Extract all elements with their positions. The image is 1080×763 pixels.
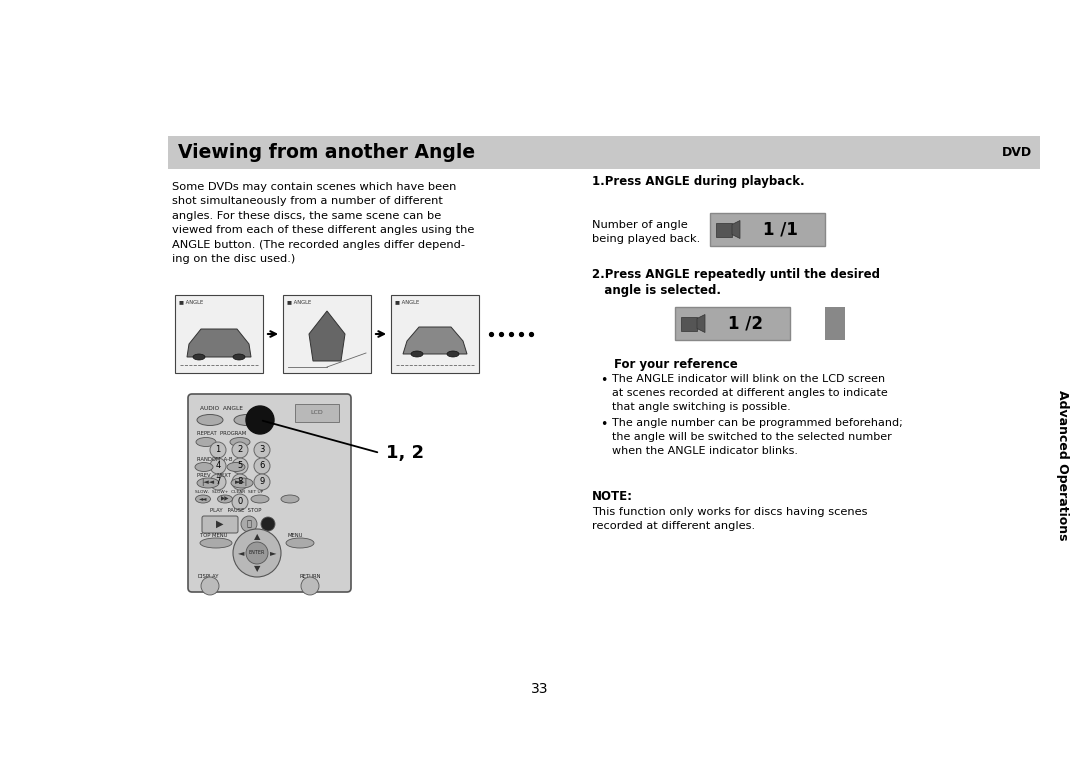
FancyBboxPatch shape: [175, 295, 264, 373]
FancyBboxPatch shape: [716, 223, 732, 237]
Ellipse shape: [195, 495, 211, 503]
Text: 1.Press ANGLE during playback.: 1.Press ANGLE during playback.: [592, 175, 805, 188]
FancyBboxPatch shape: [295, 404, 339, 422]
Polygon shape: [309, 311, 345, 361]
Text: 3: 3: [259, 446, 265, 455]
Text: 33: 33: [531, 682, 549, 696]
Circle shape: [301, 577, 319, 595]
Text: PREV    NEXT: PREV NEXT: [197, 473, 231, 478]
Text: 1, 2: 1, 2: [386, 444, 424, 462]
Text: being played back.: being played back.: [592, 234, 700, 244]
Ellipse shape: [230, 437, 249, 446]
Circle shape: [261, 517, 275, 531]
FancyBboxPatch shape: [675, 307, 789, 340]
Ellipse shape: [233, 354, 245, 360]
FancyBboxPatch shape: [283, 295, 372, 373]
Text: ■ ANGLE: ■ ANGLE: [179, 299, 203, 304]
Text: 1: 1: [215, 446, 220, 455]
Circle shape: [246, 542, 268, 564]
Ellipse shape: [281, 495, 299, 503]
Ellipse shape: [197, 414, 222, 426]
Text: ▶▶: ▶▶: [220, 497, 229, 501]
Text: ■ ANGLE: ■ ANGLE: [287, 299, 311, 304]
Text: Number of angle: Number of angle: [592, 220, 688, 230]
Text: RETURN: RETURN: [299, 574, 321, 579]
Text: Advanced Operations: Advanced Operations: [1055, 390, 1068, 540]
Text: This function only works for discs having scenes
recorded at different angles.: This function only works for discs havin…: [592, 507, 867, 531]
Circle shape: [241, 516, 257, 532]
Text: Some DVDs may contain scenes which have been
shot simultaneously from a number o: Some DVDs may contain scenes which have …: [172, 182, 474, 264]
Ellipse shape: [200, 538, 232, 548]
Text: DVD: DVD: [1002, 146, 1032, 159]
Text: ▼: ▼: [254, 565, 260, 574]
Ellipse shape: [447, 351, 459, 357]
Ellipse shape: [195, 437, 216, 446]
FancyBboxPatch shape: [202, 516, 238, 533]
Circle shape: [254, 458, 270, 474]
Text: For your reference: For your reference: [615, 358, 738, 371]
Text: ◄◄: ◄◄: [199, 497, 207, 501]
Circle shape: [232, 494, 248, 510]
Text: ◄: ◄: [238, 549, 244, 558]
Text: 2.Press ANGLE repeatedly until the desired: 2.Press ANGLE repeatedly until the desir…: [592, 268, 880, 281]
FancyBboxPatch shape: [391, 295, 480, 373]
Text: The angle number can be programmed beforehand;
the angle will be switched to the: The angle number can be programmed befor…: [612, 418, 903, 456]
Ellipse shape: [193, 354, 205, 360]
Text: 4: 4: [215, 462, 220, 471]
Circle shape: [210, 474, 226, 490]
FancyBboxPatch shape: [188, 394, 351, 592]
Text: SLOW-  SLOW+  CLEAR  SET UP: SLOW- SLOW+ CLEAR SET UP: [195, 490, 264, 494]
FancyBboxPatch shape: [681, 317, 697, 330]
Text: •: •: [600, 374, 607, 387]
Polygon shape: [732, 221, 740, 239]
Text: REPEAT  PROGRAM: REPEAT PROGRAM: [197, 431, 246, 436]
Text: 5: 5: [238, 462, 243, 471]
FancyBboxPatch shape: [710, 213, 825, 246]
Text: The ANGLE indicator will blink on the LCD screen
at scenes recorded at different: The ANGLE indicator will blink on the LC…: [612, 374, 888, 412]
Text: 8: 8: [238, 478, 243, 487]
Text: MENU: MENU: [287, 533, 302, 538]
Ellipse shape: [411, 351, 423, 357]
Ellipse shape: [217, 495, 232, 503]
Circle shape: [254, 474, 270, 490]
Circle shape: [232, 474, 248, 490]
Text: 6: 6: [259, 462, 265, 471]
FancyBboxPatch shape: [168, 136, 1040, 169]
Ellipse shape: [195, 462, 213, 472]
Text: |◄◄: |◄◄: [202, 479, 215, 487]
Text: angle is selected.: angle is selected.: [592, 284, 721, 297]
Ellipse shape: [197, 478, 219, 488]
Text: PLAY   PAUSE  STOP: PLAY PAUSE STOP: [210, 508, 261, 513]
Text: 0: 0: [238, 497, 243, 507]
Text: AUDIO  ANGLE: AUDIO ANGLE: [200, 406, 243, 411]
Polygon shape: [403, 327, 467, 354]
Circle shape: [254, 442, 270, 458]
Circle shape: [246, 406, 274, 434]
Text: 1 /1: 1 /1: [762, 221, 797, 239]
Circle shape: [233, 529, 281, 577]
Text: RANDOM  A-B: RANDOM A-B: [197, 457, 232, 462]
Text: ►►|: ►►|: [235, 479, 248, 487]
Text: ▲: ▲: [254, 533, 260, 542]
Circle shape: [210, 442, 226, 458]
Ellipse shape: [227, 462, 245, 472]
Text: 9: 9: [259, 478, 265, 487]
Text: LCD: LCD: [311, 410, 323, 416]
Circle shape: [232, 442, 248, 458]
Text: ⏸: ⏸: [246, 520, 252, 529]
Text: ►: ►: [270, 549, 276, 558]
Text: 2: 2: [238, 446, 243, 455]
FancyBboxPatch shape: [825, 307, 845, 340]
Text: DISPLAY: DISPLAY: [198, 574, 219, 579]
Text: TOP MENU: TOP MENU: [200, 533, 228, 538]
Circle shape: [210, 458, 226, 474]
Ellipse shape: [234, 414, 260, 426]
Text: ■ ANGLE: ■ ANGLE: [395, 299, 419, 304]
Ellipse shape: [251, 495, 269, 503]
Text: 7: 7: [215, 478, 220, 487]
Text: ENTER: ENTER: [248, 550, 266, 555]
Ellipse shape: [231, 478, 253, 488]
Polygon shape: [697, 314, 705, 333]
Text: NOTE:: NOTE:: [592, 490, 633, 503]
